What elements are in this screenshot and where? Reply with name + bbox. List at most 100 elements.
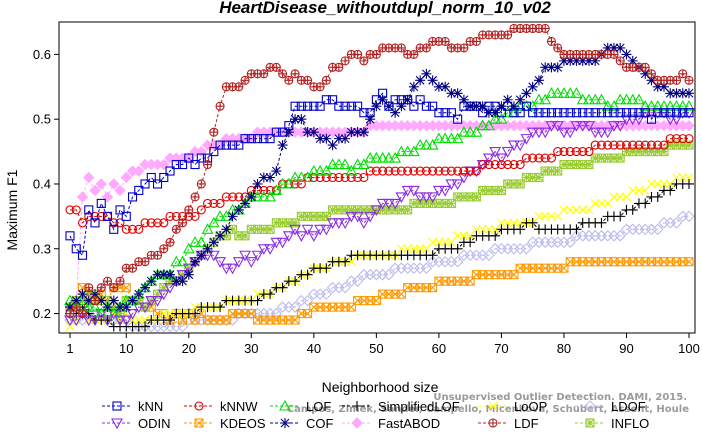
- data-point: [576, 121, 589, 132]
- data-point: [684, 257, 694, 267]
- series-fastabod: [64, 119, 695, 313]
- data-point: [615, 211, 626, 222]
- data-point: [190, 308, 201, 319]
- data-point: [428, 237, 438, 247]
- data-point: [234, 192, 244, 202]
- data-point: [559, 108, 569, 118]
- data-point: [265, 224, 275, 234]
- data-point: [595, 93, 608, 105]
- data-point: [670, 217, 683, 229]
- data-point: [383, 101, 394, 112]
- data-point: [145, 296, 158, 307]
- data-point: [503, 218, 513, 228]
- data-point: [376, 198, 389, 210]
- data-point: [290, 114, 301, 125]
- data-point: [634, 140, 644, 150]
- data-point: [340, 256, 351, 267]
- x-tick-label: 20: [182, 341, 196, 356]
- data-point: [546, 36, 556, 46]
- data-point: [89, 300, 101, 312]
- data-point: [427, 250, 438, 261]
- data-point: [684, 134, 694, 144]
- data-point: [546, 153, 556, 163]
- data-point: [472, 224, 481, 234]
- data-point: [370, 205, 383, 217]
- data-point: [683, 210, 695, 223]
- data-point: [496, 185, 506, 196]
- data-point: [408, 81, 419, 92]
- data-point: [596, 140, 607, 150]
- data-point: [589, 93, 602, 105]
- data-point: [71, 295, 82, 306]
- data-point: [459, 166, 469, 176]
- x-tick-label: 10: [119, 341, 133, 356]
- data-point: [627, 55, 638, 66]
- data-point: [176, 320, 189, 333]
- x-tick-label: 30: [244, 341, 258, 356]
- data-point: [371, 49, 381, 59]
- data-point: [484, 224, 494, 234]
- chart-title: HeartDisease_withoutdupl_norm_10_v02: [219, 0, 551, 17]
- data-point: [215, 101, 225, 111]
- data-point: [90, 289, 101, 300]
- data-point: [276, 237, 289, 249]
- data-point: [251, 250, 264, 262]
- data-point: [684, 108, 694, 118]
- data-point: [183, 269, 194, 280]
- data-point: [452, 88, 463, 99]
- legend-marker: [488, 418, 498, 428]
- data-point: [621, 49, 632, 60]
- data-point: [396, 289, 406, 299]
- data-point: [440, 81, 451, 92]
- data-point: [159, 244, 169, 254]
- data-point: [215, 198, 225, 208]
- data-point: [659, 140, 669, 150]
- data-point: [321, 95, 331, 105]
- data-point: [665, 185, 676, 196]
- data-point: [659, 108, 669, 118]
- legend-marker: [280, 418, 290, 428]
- data-point: [321, 263, 332, 274]
- data-point: [476, 119, 489, 131]
- data-point: [339, 218, 352, 229]
- data-point: [457, 172, 470, 184]
- data-point: [71, 244, 81, 254]
- data-point: [396, 43, 406, 53]
- data-point: [403, 166, 413, 176]
- data-point: [320, 288, 333, 300]
- data-point: [189, 236, 201, 247]
- data-point: [440, 108, 450, 118]
- data-point: [90, 211, 100, 221]
- legend-marker: [488, 401, 498, 411]
- data-point: [128, 315, 137, 325]
- series-line: [70, 215, 689, 328]
- data-point: [521, 88, 532, 99]
- data-point: [351, 211, 364, 223]
- data-point: [220, 263, 233, 275]
- data-point: [578, 108, 588, 118]
- data-point: [165, 269, 176, 280]
- legend-label: INFLO: [611, 416, 649, 431]
- data-point: [609, 140, 619, 150]
- data-point: [527, 81, 538, 92]
- data-point: [420, 192, 433, 204]
- data-point: [102, 211, 113, 221]
- data-point: [572, 205, 581, 215]
- data-point: [84, 283, 94, 293]
- series-simplifiedlof: [65, 178, 694, 332]
- data-point: [70, 315, 83, 327]
- data-point: [490, 159, 500, 170]
- data-point: [371, 101, 382, 112]
- data-point: [515, 179, 525, 189]
- data-point: [90, 218, 100, 228]
- data-point: [634, 108, 644, 118]
- data-point: [240, 231, 250, 241]
- data-point: [514, 140, 527, 152]
- data-point: [602, 42, 613, 53]
- data-point: [264, 190, 277, 202]
- data-point: [314, 224, 327, 236]
- data-point: [577, 55, 588, 66]
- data-point: [565, 147, 575, 157]
- data-point: [353, 49, 363, 59]
- data-point: [102, 276, 113, 286]
